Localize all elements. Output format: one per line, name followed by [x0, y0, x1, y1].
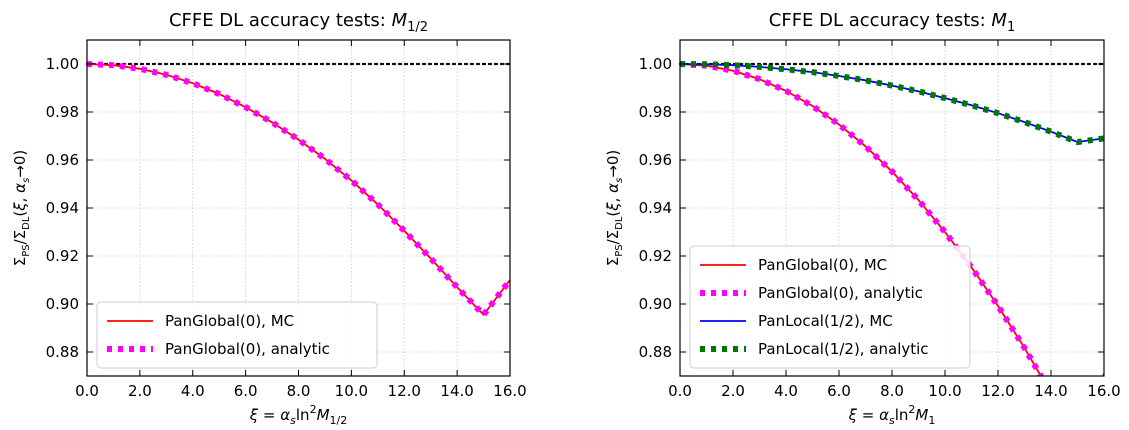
x-axis-label: ξ = αsln2M1/2 [249, 403, 347, 427]
y-tick-label: 0.90 [639, 295, 672, 313]
y-tick-label: 0.96 [639, 151, 672, 169]
x-tick-label: 0.0 [75, 382, 99, 400]
y-tick-label: 0.92 [639, 247, 672, 265]
x-tick-label: 10.0 [928, 382, 961, 400]
x-tick-label: 4.0 [181, 382, 205, 400]
x-tick-label: 2.0 [721, 382, 745, 400]
y-tick-label: 0.94 [46, 199, 79, 217]
y-tick-label: 1.00 [46, 55, 79, 73]
y-tick-label: 1.00 [639, 55, 672, 73]
x-tick-label: 8.0 [287, 382, 311, 400]
y-tick-label: 0.98 [46, 103, 79, 121]
y-tick-label: 0.88 [639, 343, 672, 361]
x-tick-label: 2.0 [128, 382, 152, 400]
series-line-2 [87, 64, 510, 315]
chart-panel-1: 0.0 2.0 4.0 6.0 8.0 10.0 12.0 14.0 16.0 0.88 0.90 0… [11, 10, 527, 427]
x-tick-label: 8.0 [880, 382, 904, 400]
x-tick-label: 6.0 [234, 382, 258, 400]
legend-label: PanLocal(1/2), analytic [758, 340, 929, 358]
x-tick-label: 14.0 [440, 382, 473, 400]
legend-label: PanLocal(1/2), MC [758, 312, 893, 330]
x-tick-label: 14.0 [1034, 382, 1067, 400]
x-tick-label: 6.0 [827, 382, 851, 400]
x-tick-label: 16.0 [493, 382, 526, 400]
y-axis-label: ΣPS/ΣDL(ξ, αs→0) [11, 150, 32, 267]
y-tick-label: 0.96 [46, 151, 79, 169]
y-tick-label: 0.88 [46, 343, 79, 361]
chart-title: CFFE DL accuracy tests: M1 [769, 10, 1015, 35]
y-axis-label: ΣPS/ΣDL(ξ, αs→0) [604, 150, 625, 267]
x-tick-label: 16.0 [1087, 382, 1120, 400]
x-tick-label: 0.0 [668, 382, 692, 400]
x-tick-label: 12.0 [981, 382, 1014, 400]
y-tick-label: 0.90 [46, 295, 79, 313]
legend-label: PanGlobal(0), MC [758, 256, 887, 274]
y-tick-label: 0.94 [639, 199, 672, 217]
legend-label: PanGlobal(0), analytic [165, 340, 330, 358]
legend-label: PanGlobal(0), analytic [758, 284, 923, 302]
x-tick-label: 12.0 [388, 382, 421, 400]
chart-title: CFFE DL accuracy tests: M1/2 [169, 10, 428, 35]
y-tick-label: 0.92 [46, 247, 79, 265]
x-tick-label: 10.0 [335, 382, 368, 400]
x-tick-label: 4.0 [774, 382, 798, 400]
chart-panel-2: 0.0 2.0 4.0 6.0 8.0 10.0 12.0 14.0 16.0 0.88 0.90 0… [604, 10, 1121, 430]
x-axis-label: ξ = αsln2M1 [848, 403, 936, 427]
legend-label: PanGlobal(0), MC [165, 312, 294, 330]
y-tick-label: 0.98 [639, 103, 672, 121]
